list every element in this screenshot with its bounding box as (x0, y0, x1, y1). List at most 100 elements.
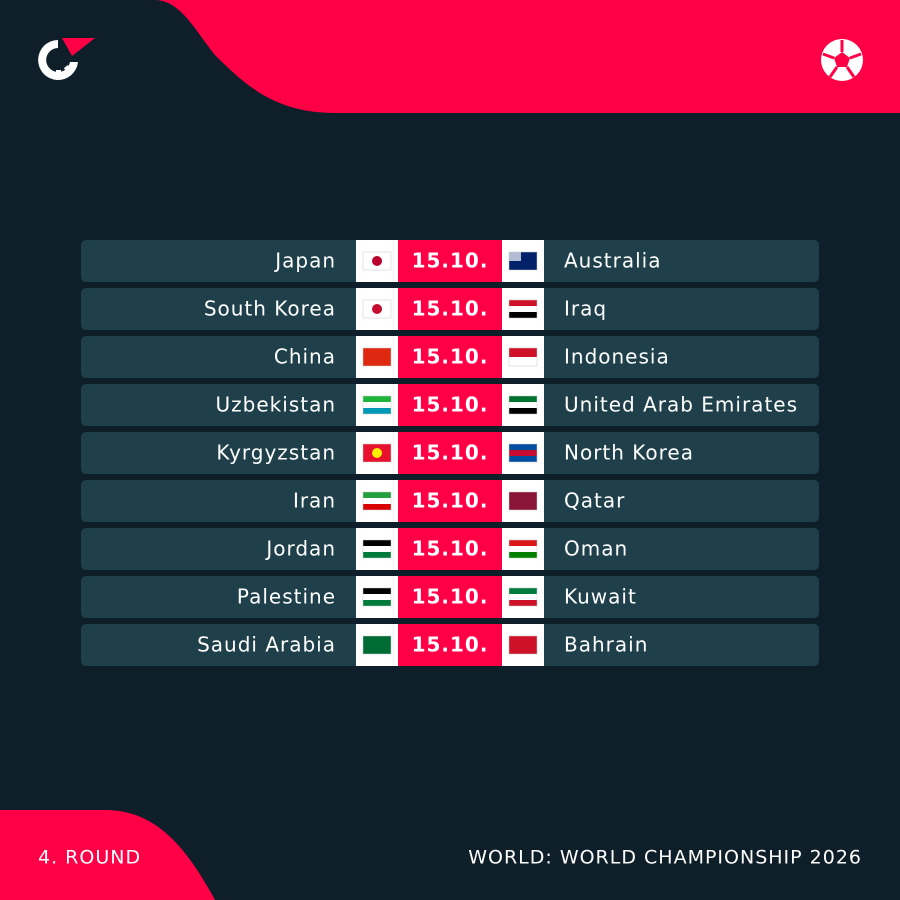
match-date: 15.10. (412, 633, 489, 657)
flag (362, 587, 392, 607)
match-date: 15.10. (412, 537, 489, 561)
flag-border (362, 347, 392, 367)
home-team: Saudi Arabia (197, 633, 336, 657)
flag-border (508, 395, 538, 415)
flag (362, 347, 392, 367)
match-date: 15.10. (412, 585, 489, 609)
date-box (398, 432, 502, 474)
flag-disc (372, 448, 382, 458)
flag (508, 587, 538, 607)
flag-stripe (363, 408, 391, 414)
flag-disc (372, 304, 382, 314)
date-box (398, 240, 502, 282)
flag-stripe (509, 450, 537, 456)
away-team: Qatar (564, 489, 625, 513)
flag-stripe (509, 594, 537, 600)
home-team: China (274, 345, 336, 369)
flag (362, 539, 392, 559)
match-date: 15.10. (412, 393, 489, 417)
home-team: Uzbekistan (216, 393, 336, 417)
flag-stripe (363, 357, 391, 366)
date-box (398, 576, 502, 618)
flag-stripe (509, 645, 537, 654)
flag (508, 299, 538, 319)
flag-stripe (363, 492, 391, 498)
flag-stripe (363, 594, 391, 600)
flag-stripe (509, 552, 537, 558)
flag (508, 635, 538, 655)
flag-stripe (363, 546, 391, 552)
flag-border (508, 587, 538, 607)
flag-canton (509, 252, 521, 261)
top-banner (155, 0, 900, 113)
home-team: Palestine (237, 585, 336, 609)
flag-stripe (509, 357, 537, 366)
flag-border (508, 443, 538, 463)
flag-stripe (509, 492, 537, 501)
away-team: United Arab Emirates (564, 393, 798, 417)
flag (508, 443, 538, 463)
flag-stripe (363, 402, 391, 408)
flag-stripe (363, 600, 391, 606)
flag-stripe (509, 402, 537, 408)
date-box (398, 336, 502, 378)
flag-stripe (509, 396, 537, 402)
flag-stripe (509, 588, 537, 594)
flag-border (508, 635, 538, 655)
away-team: North Korea (564, 441, 694, 465)
away-team: Iraq (564, 297, 607, 321)
flag-border (362, 395, 392, 415)
flag-border (362, 299, 392, 319)
flag-border (508, 491, 538, 511)
flag-stripe (363, 552, 391, 558)
flag-stripe (509, 408, 537, 414)
flag-stripe (363, 636, 391, 645)
date-box (398, 624, 502, 666)
match-date: 15.10. (412, 297, 489, 321)
flag-disc (372, 256, 382, 266)
flag-stripe (509, 456, 537, 462)
date-box (398, 384, 502, 426)
flag-stripe (509, 546, 537, 552)
flag (362, 491, 392, 511)
away-team: Kuwait (564, 585, 637, 609)
flag-stripe (509, 300, 537, 306)
flag-stripe (363, 348, 391, 357)
date-box (398, 480, 502, 522)
flag-stripe (363, 396, 391, 402)
flag-stripe (363, 588, 391, 594)
flag (508, 491, 538, 511)
flag-stripe (509, 501, 537, 510)
flag (362, 635, 392, 655)
flag-border (508, 347, 538, 367)
flag-stripe (363, 540, 391, 546)
date-box (398, 528, 502, 570)
flag-stripe (363, 504, 391, 510)
away-team: Australia (564, 249, 661, 273)
match-date: 15.10. (412, 249, 489, 273)
flag (508, 347, 538, 367)
match-date: 15.10. (412, 441, 489, 465)
date-box (398, 288, 502, 330)
flag-stripe (509, 306, 537, 312)
football-icon (821, 39, 863, 81)
home-team: South Korea (204, 297, 336, 321)
flag-border (362, 251, 392, 271)
flag-border (362, 491, 392, 511)
flag-stripe (509, 312, 537, 318)
match-date: 15.10. (412, 489, 489, 513)
flag (362, 299, 392, 319)
home-team: Japan (273, 249, 336, 273)
home-team: Iran (293, 489, 336, 513)
flag-border (508, 299, 538, 319)
flag-border (362, 539, 392, 559)
flag-stripe (509, 444, 537, 450)
flag (362, 443, 392, 463)
flag-border (362, 443, 392, 463)
flag-stripe (509, 600, 537, 606)
away-team: Bahrain (564, 633, 648, 657)
competition: WORLD: WORLD CHAMPIONSHIP 2026 (468, 847, 862, 869)
flag (362, 251, 392, 271)
flag-stripe (363, 498, 391, 504)
